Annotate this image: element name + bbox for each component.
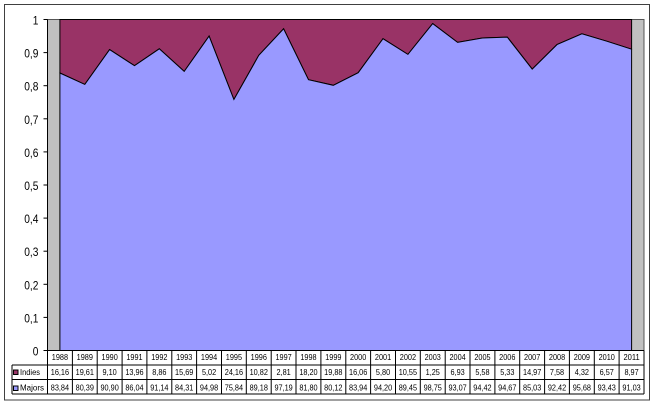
svg-text:16,06: 16,06 (349, 367, 367, 377)
svg-text:1999: 1999 (325, 352, 341, 362)
svg-text:24,16: 24,16 (225, 367, 243, 377)
svg-text:10,82: 10,82 (250, 367, 268, 377)
svg-text:91,14: 91,14 (150, 382, 168, 392)
svg-text:1997: 1997 (275, 352, 291, 362)
svg-text:Indies: Indies (20, 367, 40, 377)
svg-text:0,4: 0,4 (24, 212, 38, 226)
svg-text:1990: 1990 (102, 352, 118, 362)
svg-text:5,58: 5,58 (475, 367, 489, 377)
svg-text:8,86: 8,86 (152, 367, 166, 377)
svg-text:95,68: 95,68 (573, 382, 591, 392)
svg-text:19,88: 19,88 (324, 367, 342, 377)
svg-text:89,45: 89,45 (399, 382, 417, 392)
svg-text:84,31: 84,31 (175, 382, 193, 392)
svg-text:2009: 2009 (574, 352, 590, 362)
svg-text:93,07: 93,07 (448, 382, 466, 392)
svg-text:0,9: 0,9 (24, 47, 38, 61)
svg-text:1,25: 1,25 (426, 367, 440, 377)
svg-text:81,80: 81,80 (299, 382, 317, 392)
svg-text:93,43: 93,43 (598, 382, 616, 392)
svg-text:94,67: 94,67 (498, 382, 516, 392)
svg-text:8,97: 8,97 (624, 367, 638, 377)
svg-text:90,90: 90,90 (100, 382, 118, 392)
svg-text:97,19: 97,19 (274, 382, 292, 392)
svg-text:16,16: 16,16 (51, 367, 69, 377)
svg-text:1: 1 (33, 14, 39, 28)
svg-text:5,80: 5,80 (376, 367, 390, 377)
svg-text:6,93: 6,93 (450, 367, 464, 377)
svg-text:0,7: 0,7 (24, 113, 38, 127)
svg-text:2,81: 2,81 (277, 367, 291, 377)
svg-text:1988: 1988 (52, 352, 68, 362)
svg-text:0,1: 0,1 (24, 311, 38, 325)
svg-text:0: 0 (33, 345, 39, 359)
svg-text:Majors: Majors (20, 382, 44, 392)
svg-text:1996: 1996 (251, 352, 267, 362)
svg-text:2000: 2000 (350, 352, 366, 362)
svg-text:18,20: 18,20 (299, 367, 317, 377)
svg-text:2007: 2007 (524, 352, 540, 362)
svg-text:1991: 1991 (126, 352, 142, 362)
svg-text:0,2: 0,2 (24, 278, 38, 292)
svg-text:9,10: 9,10 (103, 367, 117, 377)
svg-text:6,57: 6,57 (600, 367, 614, 377)
svg-text:0,6: 0,6 (24, 146, 38, 160)
svg-text:83,94: 83,94 (349, 382, 367, 392)
svg-text:1998: 1998 (300, 352, 316, 362)
svg-text:7,58: 7,58 (550, 367, 564, 377)
svg-text:2008: 2008 (549, 352, 565, 362)
svg-text:89,18: 89,18 (250, 382, 268, 392)
svg-text:94,20: 94,20 (374, 382, 392, 392)
svg-text:91,03: 91,03 (622, 382, 640, 392)
svg-text:2003: 2003 (425, 352, 441, 362)
svg-text:2002: 2002 (400, 352, 416, 362)
svg-text:0,8: 0,8 (24, 80, 38, 94)
svg-text:1994: 1994 (201, 352, 217, 362)
svg-text:98,75: 98,75 (424, 382, 442, 392)
svg-text:75,84: 75,84 (225, 382, 243, 392)
svg-text:85,03: 85,03 (523, 382, 541, 392)
svg-text:92,42: 92,42 (548, 382, 566, 392)
svg-text:1993: 1993 (176, 352, 192, 362)
svg-text:94,42: 94,42 (473, 382, 491, 392)
svg-text:83,84: 83,84 (51, 382, 69, 392)
svg-text:86,04: 86,04 (125, 382, 143, 392)
svg-text:1989: 1989 (77, 352, 93, 362)
svg-text:14,97: 14,97 (523, 367, 541, 377)
svg-text:2011: 2011 (623, 352, 639, 362)
svg-text:2001: 2001 (375, 352, 391, 362)
svg-text:2005: 2005 (474, 352, 490, 362)
svg-text:15,69: 15,69 (175, 367, 193, 377)
svg-text:10,55: 10,55 (399, 367, 417, 377)
svg-text:0,5: 0,5 (24, 179, 38, 193)
svg-text:2010: 2010 (599, 352, 615, 362)
svg-text:13,96: 13,96 (125, 367, 143, 377)
svg-text:0,3: 0,3 (24, 245, 38, 259)
svg-text:4,32: 4,32 (575, 367, 589, 377)
svg-text:1995: 1995 (226, 352, 242, 362)
svg-text:2006: 2006 (499, 352, 515, 362)
svg-text:80,39: 80,39 (76, 382, 94, 392)
svg-text:19,61: 19,61 (76, 367, 94, 377)
svg-text:94,98: 94,98 (200, 382, 218, 392)
svg-text:5,33: 5,33 (500, 367, 514, 377)
svg-text:80,12: 80,12 (324, 382, 342, 392)
svg-text:5,02: 5,02 (202, 367, 216, 377)
svg-text:1992: 1992 (151, 352, 167, 362)
svg-text:2004: 2004 (449, 352, 465, 362)
